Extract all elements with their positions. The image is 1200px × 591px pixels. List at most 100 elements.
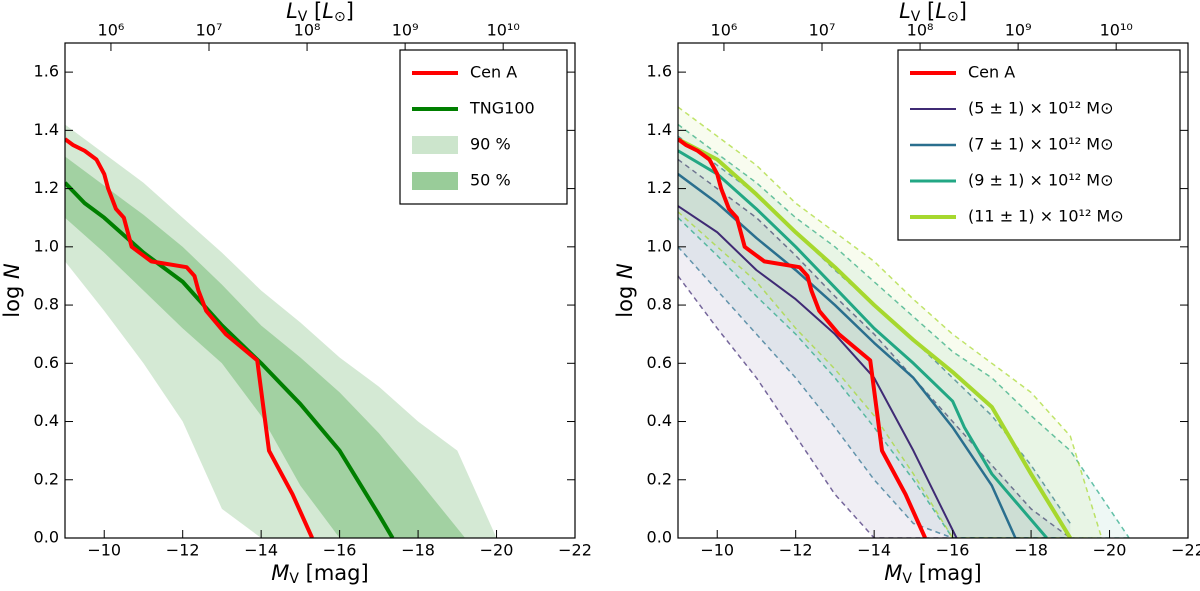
y-tick-label: 0.2 [34, 469, 59, 488]
y-tick-label: 0.0 [647, 528, 672, 547]
band [678, 136, 1071, 538]
y-tick-label: 0.4 [34, 411, 59, 430]
axes-frame [677, 42, 1189, 539]
y-tick-label: 0.6 [647, 353, 672, 372]
x-tick-label: −16 [936, 541, 970, 560]
series-line [678, 149, 1048, 538]
legend-label: 90 % [470, 135, 511, 154]
y-tick-label: 1.6 [34, 62, 59, 81]
x-axis-label-part: M [884, 561, 902, 585]
plot-area [65, 124, 497, 538]
panel: −10 −12 −14 −16 −18 −20 −22 0.0 0.2 0.4 0.6 0.8 1.0 1… [0, 0, 592, 587]
top-axis-label-part: V [298, 9, 308, 25]
x-axis-label-part: M [271, 561, 289, 585]
legend-swatch [412, 136, 458, 154]
x-axis-label-part: [mag] [299, 561, 369, 585]
legend-label: (11 ± 1) × 10¹² M⊙ [968, 207, 1124, 226]
axes-frame [64, 42, 576, 539]
top-tick-label: 10⁸ [294, 21, 321, 40]
top-tick-label: 10¹⁰ [487, 21, 520, 40]
band [65, 156, 466, 538]
legend-label: (7 ± 1) × 10¹² M⊙ [968, 135, 1113, 154]
top-tick-label: 10⁹ [1005, 21, 1032, 40]
y-axis-label-part: log [0, 279, 24, 318]
x-tick-label: −18 [401, 541, 435, 560]
x-axis-label-part: V [289, 571, 299, 587]
x-tick-label: −18 [1014, 541, 1048, 560]
series-line [678, 205, 958, 538]
y-tick-label: 1.6 [647, 62, 672, 81]
x-tick-label: −14 [857, 541, 891, 560]
x-tick-label: −22 [558, 541, 592, 560]
band-edge [678, 211, 1102, 538]
x-tick-label: −22 [1171, 541, 1200, 560]
legend-label: Cen A [968, 63, 1015, 82]
top-axis-label-part: V [911, 9, 921, 25]
top-axis-label-part: [ [920, 0, 935, 23]
top-tick-label: 10⁶ [98, 21, 125, 40]
x-axis-label: MV [mag] [271, 561, 368, 587]
top-axis-label: LV [L⊙] [286, 0, 354, 25]
band-edge [678, 158, 1071, 538]
top-axis-label-part: L [286, 0, 298, 23]
series-line [65, 137, 314, 538]
x-tick-label: −12 [779, 541, 813, 560]
series-line [678, 137, 927, 538]
panel: −10 −12 −14 −16 −18 −20 −22 0.0 0.2 0.4 0.6 0.8 1.0 1… [613, 0, 1200, 587]
series-line [678, 137, 1073, 538]
legend-label: Cen A [470, 63, 517, 82]
band [65, 124, 497, 538]
top-tick-label: 10⁸ [907, 21, 934, 40]
x-tick-label: −12 [166, 541, 200, 560]
band-edge [678, 217, 1130, 538]
top-tick-label: 10⁶ [711, 21, 738, 40]
x-axis-label-part: [mag] [912, 561, 982, 585]
y-tick-label: 1.0 [647, 236, 672, 255]
x-tick-label: −20 [1093, 541, 1127, 560]
top-axis-label-part: ] [346, 0, 354, 23]
legend-swatch [412, 172, 458, 190]
y-axis-label-part: N [613, 263, 637, 279]
legend-label: (9 ± 1) × 10¹² M⊙ [968, 171, 1113, 190]
y-tick-label: 0.2 [647, 469, 672, 488]
top-axis-label-part: ⊙ [334, 9, 346, 25]
y-tick-label: 1.4 [34, 120, 59, 139]
series-line [65, 181, 395, 538]
x-axis-label-part: V [902, 571, 912, 587]
legend-label: (5 ± 1) × 10¹² M⊙ [968, 99, 1113, 118]
y-tick-label: 1.4 [647, 120, 672, 139]
y-tick-label: 0.8 [647, 295, 672, 314]
y-axis-label: log N [613, 263, 637, 318]
legend: Cen A (5 ± 1) × 10¹² M⊙ (7 ± 1) × 10¹² M⊙ (… [897, 49, 1181, 241]
top-tick-label: 10⁷ [809, 21, 836, 40]
y-tick-label: 1.2 [647, 178, 672, 197]
x-tick-label: −16 [323, 541, 357, 560]
top-tick-label: 10⁹ [392, 21, 419, 40]
top-axis-label-part: ] [959, 0, 967, 23]
x-axis-label: MV [mag] [884, 561, 981, 587]
x-tick-label: −14 [244, 541, 278, 560]
top-axis-label-part: [ [307, 0, 322, 23]
top-axis-label-part: L [899, 0, 911, 23]
y-tick-label: 0.0 [34, 528, 59, 547]
top-tick-label: 10⁷ [196, 21, 223, 40]
y-tick-label: 1.0 [34, 236, 59, 255]
legend-label: 50 % [470, 171, 511, 190]
band [678, 107, 1102, 538]
y-tick-label: 1.2 [34, 178, 59, 197]
legend: Cen A TNG100 90 % 50 % [399, 49, 568, 205]
top-axis-label-part: L [322, 0, 334, 23]
x-tick-label: −10 [700, 541, 734, 560]
y-tick-label: 0.4 [647, 411, 672, 430]
top-axis-label-part: L [935, 0, 947, 23]
legend-label: TNG100 [469, 99, 535, 118]
top-axis-label: LV [L⊙] [899, 0, 967, 25]
top-axis-label-part: ⊙ [947, 9, 959, 25]
y-axis-label: log N [0, 263, 24, 318]
y-axis-label-part: log [613, 279, 637, 318]
y-axis-label-part: N [0, 263, 24, 279]
top-tick-label: 10¹⁰ [1100, 21, 1133, 40]
x-tick-label: −20 [480, 541, 514, 560]
y-tick-label: 0.8 [34, 295, 59, 314]
